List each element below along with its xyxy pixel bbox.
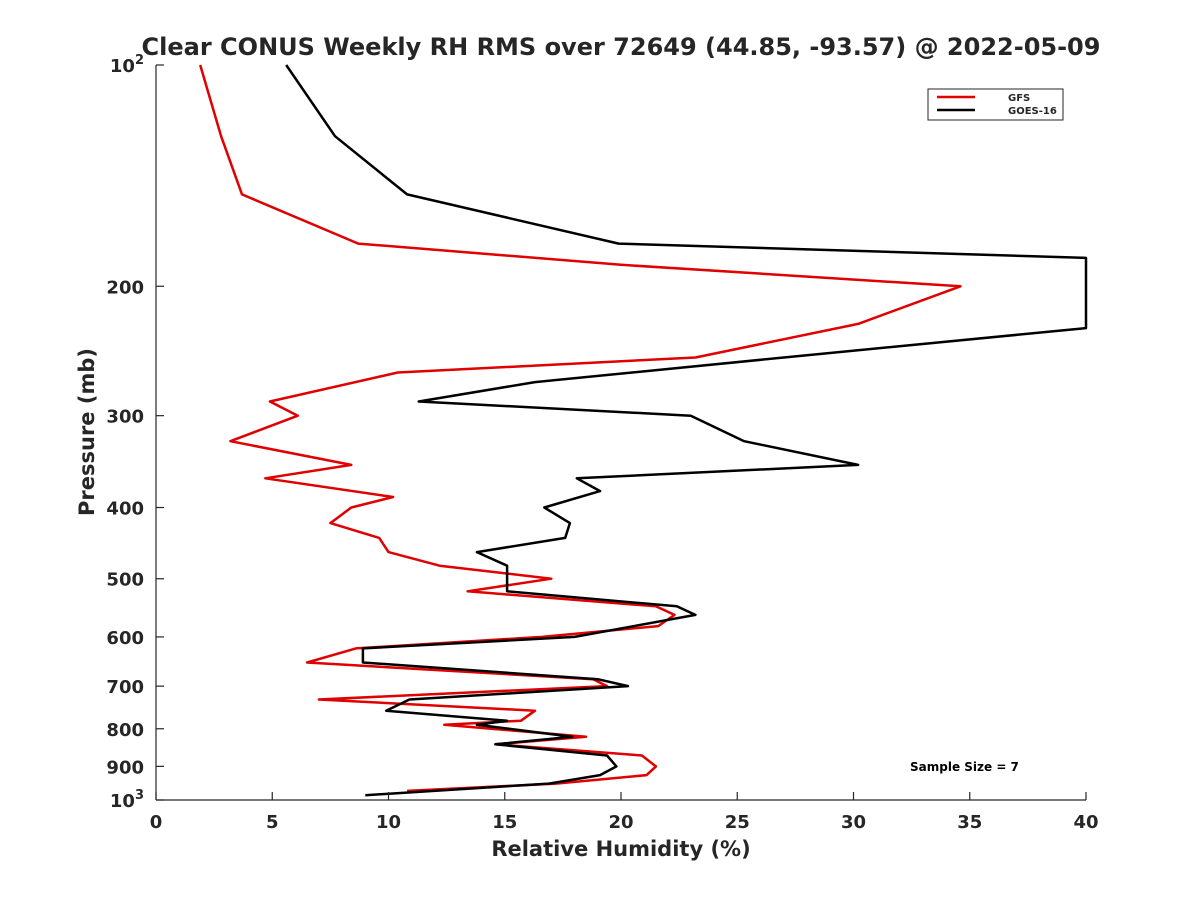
y-axis-label: Pressure (mb) xyxy=(75,348,99,516)
chart-title: Clear CONUS Weekly RH RMS over 72649 (44… xyxy=(142,33,1101,61)
x-tick-label: 5 xyxy=(266,812,279,833)
x-tick-label: 35 xyxy=(957,812,982,833)
y-tick-label: 800 xyxy=(106,720,144,741)
x-tick-label: 0 xyxy=(150,812,163,833)
plot-area xyxy=(156,65,1086,800)
series-line-goes16 xyxy=(285,64,1088,797)
y-tick-label: 500 xyxy=(106,570,144,591)
x-tick-label: 15 xyxy=(492,812,517,833)
y-tick-label: 600 xyxy=(106,628,144,649)
y-tick-label: 700 xyxy=(106,677,144,698)
x-tick-label: 40 xyxy=(1073,812,1098,833)
series-layer xyxy=(199,64,1088,797)
y-tick-label: 103 xyxy=(110,788,144,812)
legend-label-goes16: GOES-16 xyxy=(1008,106,1057,117)
legend: GFS GOES-16 xyxy=(927,88,1064,121)
y-tick-label: 400 xyxy=(106,499,144,520)
x-tick-label: 25 xyxy=(725,812,750,833)
y-tick-label: 900 xyxy=(106,757,144,778)
legend-box xyxy=(927,88,1064,121)
x-tick-label: 10 xyxy=(376,812,401,833)
tick-layer: 0 5 10 15 20 25 30 35 40 102 200 300 400 500 600 700 800… xyxy=(106,53,1098,833)
y-tick-label: 200 xyxy=(106,277,144,298)
y-tick-label: 300 xyxy=(106,407,144,428)
axes-frame xyxy=(155,65,1086,801)
x-axis-label: Relative Humidity (%) xyxy=(491,837,750,861)
x-tick-label: 20 xyxy=(608,812,633,833)
series-line-gfs xyxy=(199,64,962,793)
sample-size-annotation: Sample Size = 7 xyxy=(910,760,1019,774)
x-tick-label: 30 xyxy=(841,812,866,833)
y-tick-label: 102 xyxy=(110,53,144,77)
legend-label-gfs: GFS xyxy=(1008,93,1030,104)
